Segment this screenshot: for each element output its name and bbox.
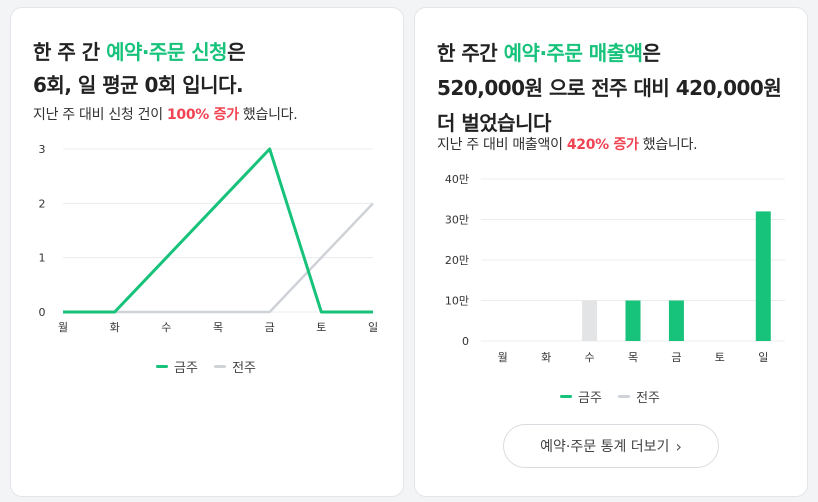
legend-previous: 전주 [618,387,660,406]
bar-current [668,300,684,341]
subline-text: 지난 주 대비 신청 건이 [33,107,167,123]
legend-label-previous: 전주 [232,361,256,376]
sales-headline: 한 주간 예약·주문 매출액은 520,000원 으로 전주 대비 420,00… [437,36,782,141]
x-tick-label: 화 [541,351,551,364]
legend-swatch-previous [214,365,227,368]
x-tick-label: 토 [715,351,725,364]
x-tick-label: 수 [161,321,171,334]
headline-text: 한 주간 [437,41,504,65]
legend-current: 금주 [560,387,602,406]
x-tick-label: 토 [316,321,326,334]
more-stats-label: 예약·주문 통계 더보기 [540,439,670,455]
x-tick-label: 수 [585,351,595,364]
booking-sales-card: 한 주간 예약·주문 매출액은 520,000원 으로 전주 대비 420,00… [414,7,808,497]
y-tick-label: 10만 [445,295,469,308]
headline-line2: 520,000원 으로 전주 대비 420,000원 [437,76,782,100]
legend-label-current: 금주 [174,361,198,376]
headline-text: 은 [227,40,245,64]
legend-label-previous: 전주 [636,391,660,406]
headline-accent: 예약·주문 신청 [106,40,228,64]
requests-line-chart: 0 1 2 3 월 화 수 목 금 토 일 [39,143,379,334]
headline-text: 한 주 간 [33,40,107,64]
requests-headline: 한 주 간 예약·주문 신청은 6회, 일 평균 0회 입니다. [33,36,245,102]
subline-text: 했습니다. [238,107,298,123]
legend-swatch-previous [618,395,631,398]
subline-highlight: 100% 증가 [166,107,239,123]
x-tick-label: 목 [213,321,223,334]
subline-text: 지난 주 대비 매출액이 [437,137,567,153]
y-tick-label: 0 [39,306,46,319]
headline-text: 은 [642,41,661,65]
more-stats-button[interactable]: 예약·주문 통계 더보기 › [503,424,719,468]
legend-swatch-current [156,365,168,368]
legend-label-current: 금주 [578,391,602,406]
subline-highlight: 420% 증가 [566,137,639,153]
y-tick-label: 3 [39,143,46,156]
y-tick-label: 0 [462,335,469,348]
x-tick-label: 일 [758,350,768,364]
x-tick-label: 금 [265,321,275,334]
legend-swatch-current [560,395,572,398]
y-tick-label: 30만 [445,214,469,227]
bar-previous [582,300,598,341]
subline-text: 했습니다. [638,137,698,153]
booking-requests-card: 한 주 간 예약·주문 신청은 6회, 일 평균 0회 입니다. 지난 주 대비… [10,7,404,497]
y-tick-label: 2 [39,197,46,210]
sales-subline: 지난 주 대비 매출액이 420% 증가 했습니다. [437,134,698,154]
x-tick-label: 월 [58,321,68,334]
x-tick-label: 화 [110,321,120,334]
x-tick-label: 목 [628,351,638,364]
y-tick-label: 1 [39,252,46,265]
x-tick-label: 금 [671,351,681,364]
series-line-current [63,147,373,314]
bar-current [625,300,641,341]
x-tick-label: 월 [498,351,508,364]
requests-subline: 지난 주 대비 신청 건이 100% 증가 했습니다. [33,104,298,124]
y-tick-label: 40만 [445,173,469,186]
headline-accent: 예약·주문 매출액 [503,41,643,65]
chevron-right-icon: › [675,436,682,456]
sales-legend: 금주 전주 [560,387,672,406]
y-tick-label: 20만 [445,254,469,267]
headline-line2: 6회, 일 평균 0회 입니다. [33,73,244,97]
x-tick-label: 일 [368,320,378,334]
bar-current [755,211,771,341]
requests-legend: 금주 전주 [156,357,268,376]
headline-line3: 더 벌었습니다 [437,111,551,135]
legend-previous: 전주 [214,357,256,376]
legend-current: 금주 [156,357,198,376]
